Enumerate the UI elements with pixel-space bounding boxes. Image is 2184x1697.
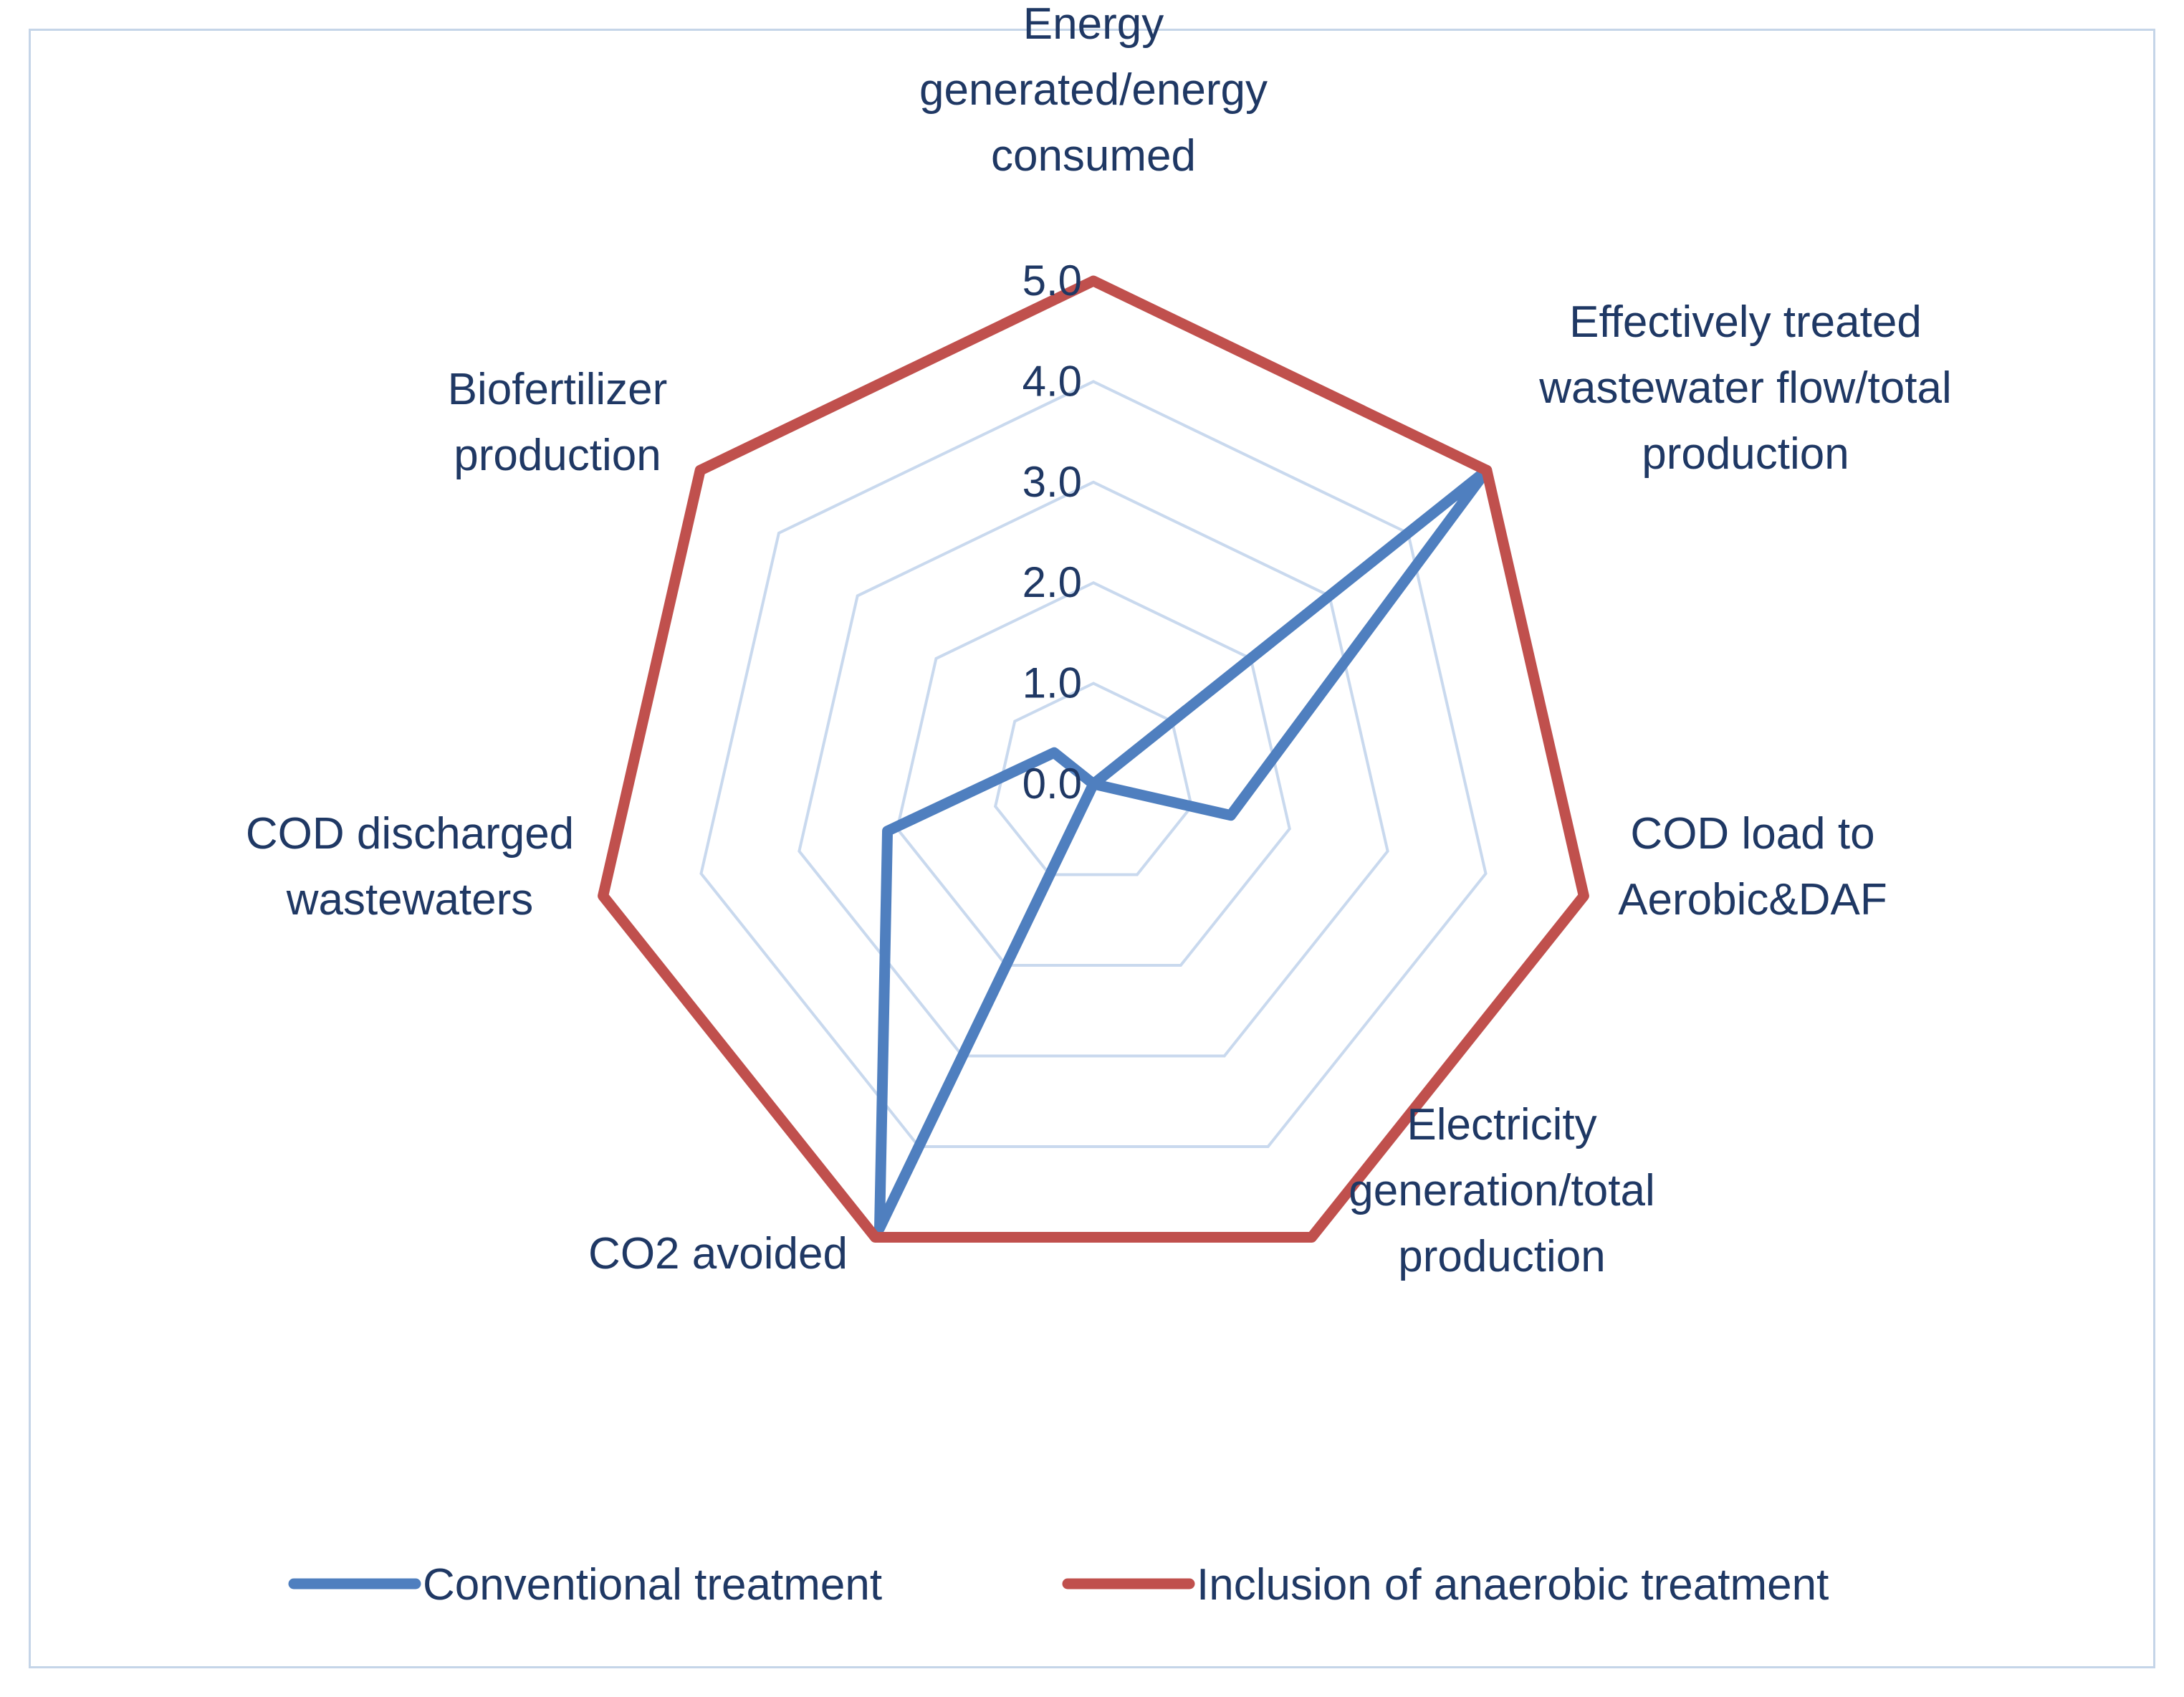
tick-label: 1.0 [1022,659,1082,707]
series-line-0 [874,464,1493,1234]
tick-label: 2.0 [1022,558,1082,606]
legend-label-0: Conventional treatment [423,1560,882,1610]
series-line-1 [598,275,1589,1243]
axis-label-3: Electricity generation/total production [1349,1100,1654,1281]
chart-frame [29,29,2155,1668]
tick-label: 5.0 [1022,257,1082,305]
radar-grid [601,279,1586,1239]
axis-label-5: COD discharged wastewaters [246,809,574,924]
axis-label-1: Effectively treated wastewater flow/total… [1538,297,1951,479]
axis-label-6: Biofertilizer production [448,365,668,480]
grid-ring-4 [699,380,1488,1148]
radar-tick-labels: 0.0 1.0 2.0 3.0 4.0 5.0 [1022,257,1082,808]
legend-label-1: Inclusion of anaerobic treatment [1197,1560,1829,1610]
grid-ring-2 [896,580,1291,967]
chart-legend: Conventional treatment Inclusion of anaer… [288,1560,1829,1610]
axis-label-2: COD load to Aerobic&DAF [1618,809,1887,924]
axis-label-4: CO2 avoided [588,1229,848,1278]
tick-label: 0.0 [1022,760,1082,808]
radar-series [598,275,1589,1243]
tick-label: 4.0 [1022,357,1082,405]
grid-ring-1 [993,682,1194,876]
grid-ring-3 [798,480,1389,1058]
tick-label: 3.0 [1022,458,1082,506]
radar-axis-labels: Energy generated/energy consumed Effectivel… [246,0,1952,1281]
grid-ring-5 [601,279,1586,1239]
axis-label-0: Energy generated/energy consumed [919,0,1268,181]
